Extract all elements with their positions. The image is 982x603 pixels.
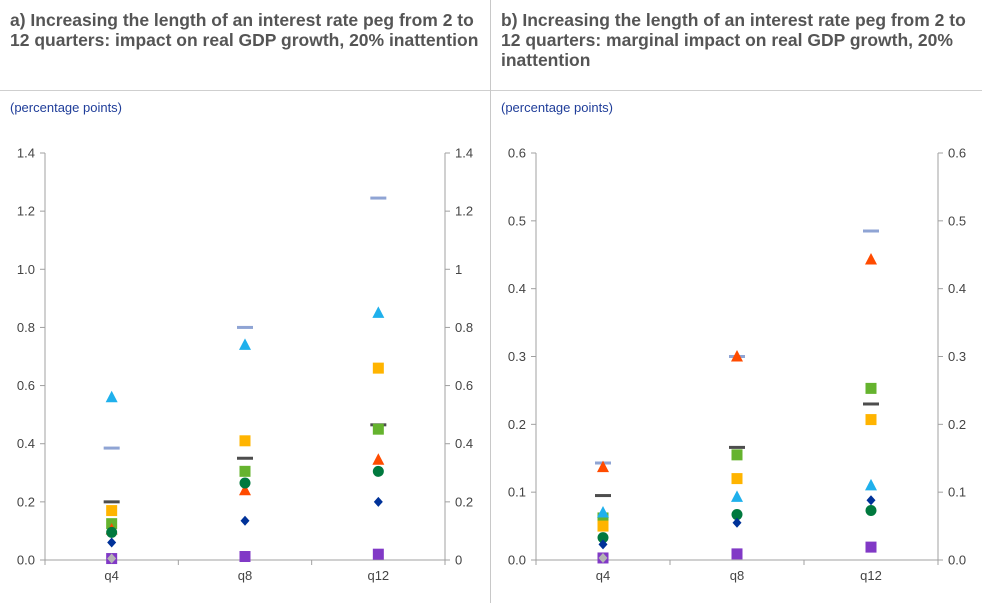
data-point-triangle xyxy=(239,338,251,350)
y-tick-label-right: 0.2 xyxy=(455,494,473,509)
data-point-triangle xyxy=(372,453,385,465)
x-tick-label: q12 xyxy=(367,568,389,583)
data-point-diamond xyxy=(373,496,383,507)
data-point-dash xyxy=(729,445,745,449)
data-point-diamond xyxy=(107,553,117,564)
data-point-circle xyxy=(106,526,118,538)
y-tick-label-left: 1.0 xyxy=(17,262,35,277)
panel-divider xyxy=(490,0,491,603)
data-point-square xyxy=(731,548,743,560)
y-tick-label-left: 0.4 xyxy=(17,436,35,451)
data-point-triangle xyxy=(597,460,609,473)
y-tick-label-right: 1 xyxy=(455,262,462,277)
data-point-square xyxy=(372,362,384,374)
y-tick-label-left: 0.3 xyxy=(508,349,526,364)
unit-label: (percentage points) xyxy=(501,100,614,115)
panel-a: a) Increasing the length of an interest … xyxy=(0,0,490,603)
data-point-square xyxy=(372,423,384,435)
y-tick-label-left: 0.8 xyxy=(17,320,35,335)
data-point-triangle xyxy=(239,483,251,496)
data-point-dash xyxy=(237,456,253,460)
y-tick-label-left: 0.5 xyxy=(508,213,526,228)
y-tick-label-left: 0.4 xyxy=(508,281,526,296)
data-point-square xyxy=(865,382,877,394)
data-point-dash xyxy=(595,494,611,498)
y-tick-label-right: 0.2 xyxy=(948,417,966,432)
data-point-square xyxy=(239,551,251,563)
data-point-circle xyxy=(865,504,877,516)
y-tick-label-left: 0.6 xyxy=(508,146,526,161)
data-point-circle xyxy=(239,477,251,489)
chart-title: b) Increasing the length of an interest … xyxy=(501,10,966,70)
data-point-square xyxy=(239,465,251,477)
x-tick-label: q4 xyxy=(104,568,118,583)
y-tick-label-right: 0.8 xyxy=(455,320,473,335)
chart-title: a) Increasing the length of an interest … xyxy=(10,10,479,50)
data-point-dash xyxy=(370,196,387,200)
unit-label: (percentage points) xyxy=(10,100,123,115)
y-tick-label-left: 1.4 xyxy=(17,146,35,161)
data-point-diamond xyxy=(866,495,876,506)
y-tick-label-left: 0.0 xyxy=(508,553,526,568)
data-point-diamond xyxy=(107,537,117,548)
y-tick-label-left: 0.0 xyxy=(17,553,35,568)
scatter-chart: 0.0 0 0.2 0.2 0.4 0.4 0.6 0.6 0.8 0.8 1.0 1 1.2 1.2 1.… xyxy=(17,146,473,584)
data-point-square xyxy=(731,449,743,461)
data-point-dash xyxy=(103,500,120,504)
data-point-diamond xyxy=(598,552,608,563)
panel-b: b) Increasing the length of an interest … xyxy=(491,0,982,603)
data-point-circle xyxy=(731,509,743,521)
scatter-chart: 0.0 0.0 0.1 0.1 0.2 0.2 0.3 0.3 0.4 0.4 0.5 0.5 0.6 0… xyxy=(508,146,966,584)
data-point-square xyxy=(597,512,609,524)
y-tick-label-right: 0.6 xyxy=(948,146,966,161)
data-point-dash xyxy=(103,446,120,450)
y-tick-label-right: 0.3 xyxy=(948,349,966,364)
data-point-diamond xyxy=(598,539,608,550)
x-tick-label: q12 xyxy=(860,568,882,583)
data-point-triangle xyxy=(105,390,118,403)
data-point-triangle xyxy=(372,306,385,318)
y-tick-label-left: 0.1 xyxy=(508,485,526,500)
y-tick-label-right: 1.2 xyxy=(455,204,473,219)
data-point-square xyxy=(372,548,384,560)
y-tick-label-right: 0 xyxy=(455,553,462,568)
data-point-triangle xyxy=(731,350,743,362)
data-point-triangle xyxy=(865,252,877,265)
title-rule xyxy=(0,90,490,91)
data-point-square xyxy=(597,520,609,532)
data-point-dash xyxy=(863,402,879,406)
y-tick-label-left: 0.6 xyxy=(17,378,35,393)
data-point-square xyxy=(239,435,251,447)
y-tick-label-right: 1.4 xyxy=(455,146,473,161)
data-point-square xyxy=(106,505,118,517)
data-point-square xyxy=(865,541,877,553)
data-point-circle xyxy=(372,465,384,477)
data-point-dash xyxy=(863,229,879,233)
x-tick-label: q8 xyxy=(238,568,252,583)
y-tick-label-right: 0.6 xyxy=(455,378,473,393)
data-point-triangle xyxy=(597,506,609,518)
y-tick-label-right: 0.4 xyxy=(455,436,473,451)
data-point-square xyxy=(865,414,877,426)
y-tick-label-right: 0.5 xyxy=(948,213,966,228)
y-tick-label-right: 0.1 xyxy=(948,485,966,500)
data-point-triangle xyxy=(865,478,877,491)
data-point-triangle xyxy=(731,490,743,502)
title-rule xyxy=(491,90,982,91)
y-tick-label-left: 0.2 xyxy=(17,494,35,509)
data-point-diamond xyxy=(240,515,250,526)
x-tick-label: q8 xyxy=(730,568,744,583)
y-tick-label-right: 0.0 xyxy=(948,553,966,568)
x-tick-label: q4 xyxy=(596,568,610,583)
data-point-dash xyxy=(237,325,253,329)
y-tick-label-left: 0.2 xyxy=(508,417,526,432)
y-tick-label-left: 1.2 xyxy=(17,204,35,219)
data-point-diamond xyxy=(732,517,742,528)
data-point-circle xyxy=(597,532,609,544)
data-point-square xyxy=(731,473,743,485)
y-tick-label-right: 0.4 xyxy=(948,281,966,296)
